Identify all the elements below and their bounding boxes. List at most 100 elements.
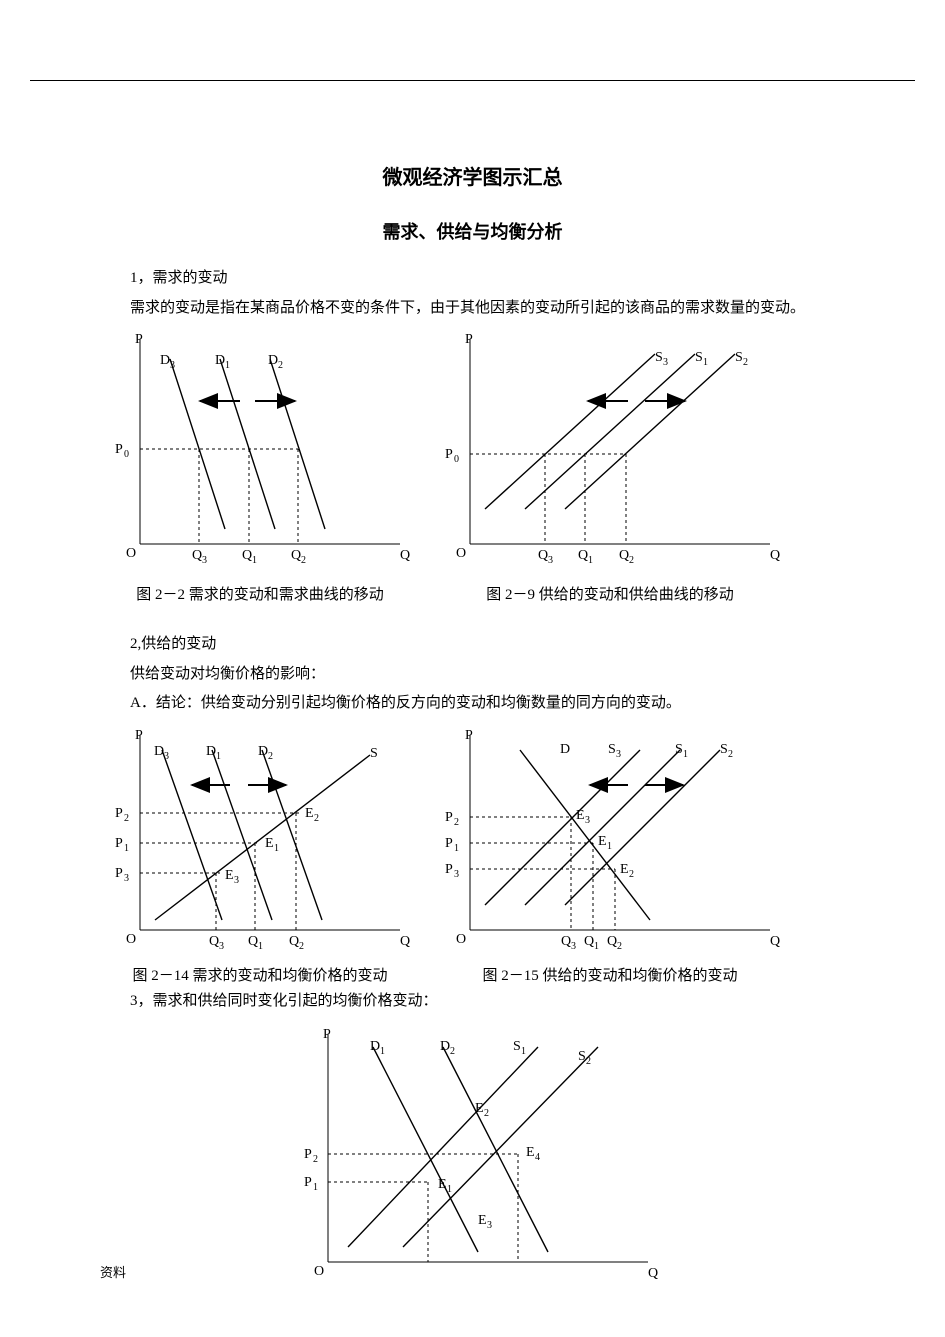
svg-text:2: 2 [314,813,319,824]
svg-text:E: E [265,836,274,851]
svg-text:S: S [735,350,743,365]
svg-text:1: 1 [607,841,612,852]
svg-text:E: E [478,1213,487,1228]
figure-2-15-svg: P Q O D S3 S1 S2 P2 E3 [430,725,790,960]
svg-text:1: 1 [258,941,263,952]
svg-text:Q: Q [561,934,571,949]
svg-text:E: E [526,1145,535,1160]
svg-text:3: 3 [234,875,239,886]
svg-text:Q: Q [578,548,588,563]
figure-2-15-caption: 图 2－15 供给的变动和均衡价格的变动 [482,964,737,985]
figure-2-15: P Q O D S3 S1 S2 P2 E3 [430,725,790,985]
svg-text:3: 3 [219,941,224,952]
svg-text:D: D [268,353,278,368]
svg-text:D: D [560,742,570,757]
svg-text:3: 3 [571,941,576,952]
svg-text:P: P [445,447,453,462]
svg-text:P: P [445,810,453,825]
figure-2-2-caption: 图 2－2 需求的变动和需求曲线的移动 [136,583,384,604]
svg-text:P: P [465,728,473,743]
svg-text:O: O [456,546,466,561]
svg-text:D: D [160,353,170,368]
section-1-heading: 1，需求的变动 [100,266,845,292]
svg-text:Q: Q [289,934,299,949]
figure-2-14: P Q O D3 D1 D2 S P2 E2 [100,725,420,985]
svg-text:2: 2 [743,357,748,368]
figure-2-2: P Q O D3 D1 D2 P0 Q3 [100,329,420,604]
svg-text:1: 1 [703,357,708,368]
svg-text:P: P [115,866,123,881]
svg-text:2: 2 [313,1154,318,1165]
svg-text:P: P [445,836,453,851]
svg-text:2: 2 [301,555,306,566]
svg-text:O: O [126,932,136,947]
svg-text:E: E [438,1177,447,1192]
svg-text:2: 2 [629,555,634,566]
svg-text:Q: Q [400,934,410,949]
svg-text:S: S [370,746,378,761]
section-3-heading: 3，需求和供给同时变化引起的均衡价格变动： [100,989,845,1015]
svg-text:E: E [576,808,585,823]
figure-2-9: P Q O S3 S1 S2 P0 Q3 [430,329,790,604]
svg-text:P: P [465,332,473,347]
svg-text:2: 2 [124,813,129,824]
svg-text:3: 3 [548,555,553,566]
svg-text:Q: Q [248,934,258,949]
svg-text:0: 0 [454,454,459,465]
svg-text:P: P [115,806,123,821]
svg-text:3: 3 [124,873,129,884]
svg-text:1: 1 [274,843,279,854]
svg-text:1: 1 [588,555,593,566]
svg-text:P: P [304,1147,312,1162]
figure-row-1: P Q O D3 D1 D2 P0 Q3 [100,329,845,604]
svg-text:D: D [440,1039,450,1054]
section-2-line3: A．结论：供给变动分别引起均衡价格的反方向的变动和均衡数量的同方向的变动。 [100,691,845,717]
svg-text:O: O [126,546,136,561]
svg-text:D: D [370,1039,380,1054]
figure-2-2-svg: P Q O D3 D1 D2 P0 Q3 [100,329,420,579]
svg-text:D: D [206,744,216,759]
svg-text:S: S [655,350,663,365]
svg-text:Q: Q [770,548,780,563]
svg-text:3: 3 [454,869,459,880]
svg-text:4: 4 [535,1152,540,1163]
svg-text:0: 0 [124,449,129,460]
svg-text:1: 1 [124,843,129,854]
svg-text:E: E [305,806,314,821]
svg-text:2: 2 [299,941,304,952]
svg-text:P: P [115,442,123,457]
svg-text:3: 3 [663,357,668,368]
svg-text:2: 2 [454,817,459,828]
svg-text:E: E [620,862,629,877]
svg-text:2: 2 [586,1056,591,1067]
svg-text:Q: Q [209,934,219,949]
svg-text:2: 2 [629,869,634,880]
svg-text:Q: Q [242,548,252,563]
svg-text:E: E [598,834,607,849]
svg-text:Q: Q [400,548,410,563]
figure-2-9-svg: P Q O S3 S1 S2 P0 Q3 [430,329,790,579]
figure-row-2: P Q O D3 D1 D2 S P2 E2 [100,725,845,985]
svg-text:3: 3 [202,555,207,566]
svg-text:2: 2 [728,749,733,760]
svg-text:S: S [720,742,728,757]
section-2-heading: 2,供给的变动 [100,632,845,658]
svg-text:3: 3 [487,1220,492,1231]
section-1-body: 需求的变动是指在某商品价格不变的条件下，由于其他因素的变动所引起的该商品的需求数… [100,296,845,322]
svg-text:Q: Q [192,548,202,563]
page-title: 微观经济学图示汇总 [100,161,845,190]
svg-text:P: P [135,332,143,347]
document-page: 微观经济学图示汇总 需求、供给与均衡分析 1，需求的变动 需求的变动是指在某商品… [30,80,915,1321]
svg-text:O: O [456,932,466,947]
svg-text:Q: Q [291,548,301,563]
svg-text:S: S [608,742,616,757]
svg-text:D: D [215,353,225,368]
svg-text:Q: Q [619,548,629,563]
figure-2-14-caption: 图 2－14 需求的变动和均衡价格的变动 [132,964,387,985]
svg-text:Q: Q [648,1266,658,1281]
svg-text:O: O [314,1264,324,1279]
svg-text:Q: Q [538,548,548,563]
svg-text:1: 1 [313,1182,318,1193]
svg-text:2: 2 [617,941,622,952]
figure-row-3: P Q O D1 D2 S1 S2 P2 P1 E2 E4 E1 E3 [100,1022,845,1282]
